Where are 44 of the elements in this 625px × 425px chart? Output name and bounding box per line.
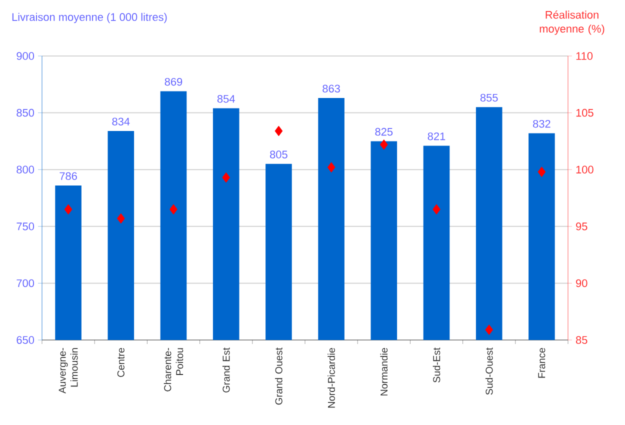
point (274, 126, 283, 136)
x-tick-label: Normandie (380, 348, 388, 396)
data-label: 786 (60, 172, 77, 180)
x-tick-label: Grand Ouest (275, 348, 282, 405)
x-tick-label: Sud-Ouest (485, 348, 493, 395)
y2-tick-label: 105 (576, 108, 594, 117)
x-tick-label: Auvergne-Limousin (58, 348, 78, 394)
point (327, 162, 336, 173)
data-label: 863 (322, 84, 340, 93)
y-tick-label: 650 (16, 336, 34, 344)
y2-tick-label: 100 (576, 166, 594, 174)
y2-tick-label: 95 (576, 222, 588, 230)
y2-tick-label: 85 (576, 336, 588, 344)
y-tick-label: 800 (16, 166, 34, 174)
y-tick-label: 850 (16, 108, 34, 117)
point (380, 139, 388, 150)
y2-axis-title: Réalisation moyenne (%) (540, 10, 604, 35)
x-tick-label: Centre (117, 348, 124, 377)
x-tick-label: Grand Est (222, 348, 230, 392)
y-tick-label: 700 (16, 279, 34, 288)
point (485, 324, 494, 335)
point (116, 213, 125, 224)
x-tick-label: France (538, 348, 546, 378)
point (538, 166, 546, 178)
point (222, 172, 230, 183)
y-tick-label: 750 (16, 222, 34, 230)
y2-tick-label: 110 (576, 52, 593, 60)
data-label: 869 (164, 78, 182, 86)
point (64, 204, 72, 215)
data-label: 854 (217, 94, 235, 103)
x-tick-label: Charente-Poitou (164, 348, 184, 392)
y2-tick-label: 90 (576, 279, 588, 288)
data-label: 832 (533, 120, 550, 128)
point (432, 204, 440, 215)
point (170, 204, 178, 215)
data-label: 805 (270, 150, 288, 158)
y-tick-label: 900 (16, 52, 34, 60)
data-label: 825 (375, 128, 393, 136)
data-label: 821 (428, 132, 446, 140)
x-tick-label: Nord-Picardie (328, 348, 335, 408)
data-label: 855 (480, 94, 498, 102)
data-label: 834 (112, 118, 130, 126)
x-tick-label: Sud-Est (432, 348, 440, 383)
y-axis-title: Livraison moyenne (1 000 litres) (12, 12, 167, 24)
